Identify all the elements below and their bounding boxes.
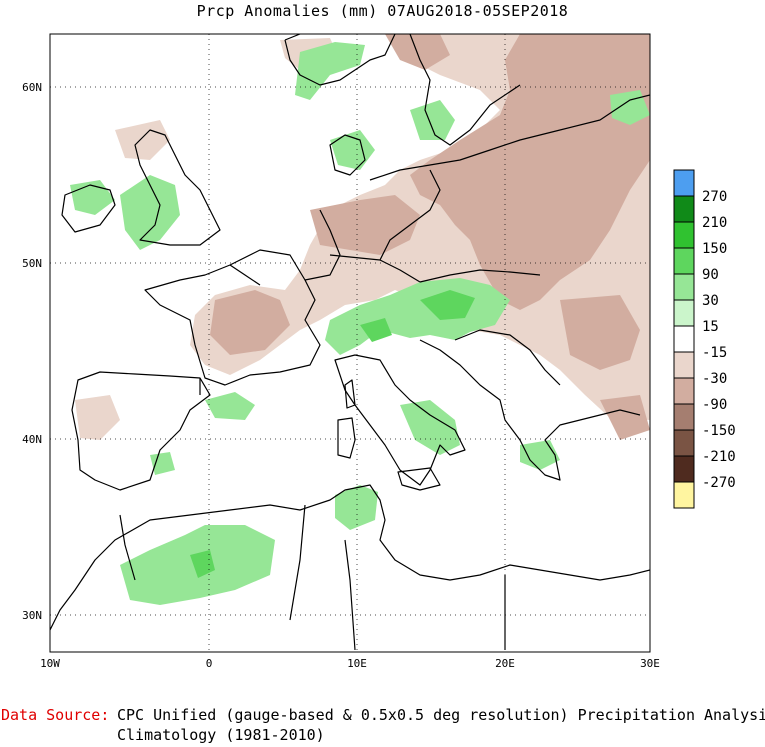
- lon-tick-label: 10W: [40, 657, 60, 670]
- legend-box: [673, 195, 695, 223]
- legend-label: 90: [702, 267, 719, 283]
- legend-box: [673, 377, 695, 405]
- climatology-text: Climatology (1981-2010): [117, 726, 325, 744]
- legend-box: [673, 403, 695, 431]
- legend-box: [673, 325, 695, 353]
- legend-label: -270: [702, 475, 736, 491]
- legend-label: -30: [702, 371, 727, 387]
- lon-tick-label: 0: [206, 657, 213, 670]
- legend-label: 210: [702, 215, 727, 231]
- legend-label: 30: [702, 293, 719, 309]
- lat-tick-label: 60N: [22, 81, 42, 94]
- anomaly-shading: [70, 34, 650, 605]
- lon-tick-label: 30E: [640, 657, 660, 670]
- legend-box: [673, 221, 695, 249]
- legend-box: [673, 247, 695, 275]
- lat-axis: 30N 40N 50N 60N: [22, 81, 42, 622]
- data-source-text: CPC Unified (gauge-based & 0.5x0.5 deg r…: [117, 706, 765, 724]
- legend-box: [673, 299, 695, 327]
- map-title: Prcp Anomalies (mm) 07AUG2018-05SEP2018: [196, 2, 569, 20]
- legend-box: [673, 481, 695, 509]
- legend-box: [673, 273, 695, 301]
- legend-box: [673, 455, 695, 483]
- legend-label: 150: [702, 241, 727, 257]
- lon-tick-label: 20E: [495, 657, 515, 670]
- color-legend: 270 210 150 90 30 15 -15 -30 -90 -150 -2…: [673, 169, 736, 509]
- graticule: [50, 34, 650, 652]
- data-source-label: Data Source:: [1, 706, 110, 724]
- legend-box: [673, 429, 695, 457]
- legend-label: -90: [702, 397, 727, 413]
- legend-label: 15: [702, 319, 719, 335]
- legend-label: -210: [702, 449, 736, 465]
- lon-tick-label: 10E: [347, 657, 367, 670]
- lat-tick-label: 50N: [22, 257, 42, 270]
- coastlines: [50, 34, 650, 651]
- lat-tick-label: 30N: [22, 609, 42, 622]
- legend-label: 270: [702, 189, 727, 205]
- legend-label: -150: [702, 423, 736, 439]
- lon-axis: 10W 0 10E 20E 30E: [40, 657, 660, 670]
- plot-frame: [49, 33, 651, 653]
- lat-tick-label: 40N: [22, 433, 42, 446]
- legend-box: [673, 169, 695, 197]
- legend-label: -15: [702, 345, 727, 361]
- legend-box: [673, 351, 695, 379]
